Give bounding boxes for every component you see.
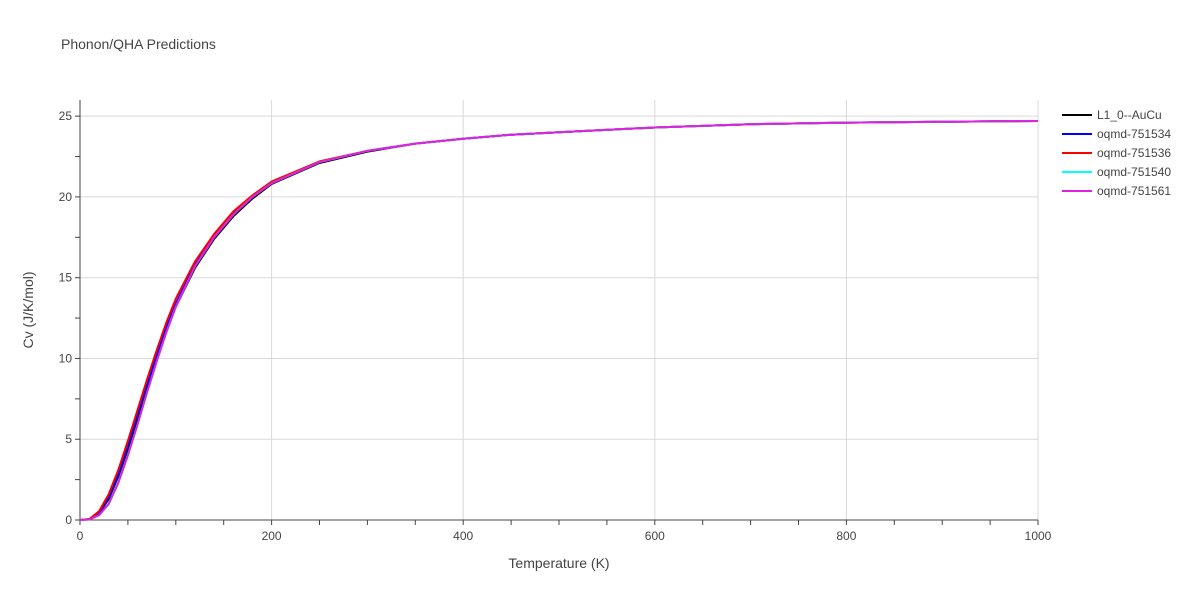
x-tick-label: 0 bbox=[77, 529, 84, 543]
x-tick-label: 1000 bbox=[1025, 529, 1052, 543]
x-axis-title: Temperature (K) bbox=[508, 555, 609, 571]
x-tick-label: 200 bbox=[262, 529, 282, 543]
legend-label: L1_0--AuCu bbox=[1097, 107, 1162, 122]
legend-swatch bbox=[1062, 113, 1092, 116]
x-tick-label: 600 bbox=[645, 529, 665, 543]
x-tick-label: 800 bbox=[836, 529, 856, 543]
series-line-oqmd-751540 bbox=[79, 120, 1039, 521]
series-line-oqmd-751561 bbox=[79, 120, 1039, 521]
y-tick-label: 20 bbox=[59, 190, 73, 204]
legend-label: oqmd-751534 bbox=[1097, 126, 1172, 141]
legend-label: oqmd-751561 bbox=[1097, 183, 1172, 198]
series-group bbox=[79, 120, 1039, 521]
legend-item-oqmd-751536[interactable]: oqmd-751536 bbox=[1062, 143, 1171, 162]
legend-item-oqmd-751561[interactable]: oqmd-751561 bbox=[1062, 181, 1171, 200]
grid bbox=[80, 100, 1039, 520]
legend-label: oqmd-751540 bbox=[1097, 164, 1172, 179]
series-line-l1-0-aucu bbox=[79, 120, 1039, 521]
legend-item-oqmd-751540[interactable]: oqmd-751540 bbox=[1062, 162, 1171, 181]
y-tick-label: 25 bbox=[59, 109, 73, 123]
series-line-oqmd-751534 bbox=[79, 120, 1039, 521]
y-tick-label: 15 bbox=[59, 271, 73, 285]
legend: L1_0--AuCu oqmd-751534 oqmd-751536 oqmd-751… bbox=[1062, 105, 1171, 200]
y-tick-label: 10 bbox=[59, 351, 73, 365]
axes bbox=[75, 100, 1039, 525]
legend-swatch bbox=[1062, 170, 1092, 173]
legend-label: oqmd-751536 bbox=[1097, 145, 1172, 160]
tick-labels: 0 200 400 600 800 1000 0 5 10 15 20 25 bbox=[59, 109, 1052, 543]
legend-swatch bbox=[1062, 151, 1092, 154]
y-tick-label: 0 bbox=[65, 513, 72, 527]
x-tick-label: 400 bbox=[453, 529, 473, 543]
y-axis-title: Cv (J/K/mol) bbox=[20, 272, 36, 349]
y-tick-label: 5 bbox=[65, 432, 72, 446]
series-line-oqmd-751536 bbox=[79, 120, 1039, 521]
chart-title: Phonon/QHA Predictions bbox=[61, 36, 216, 52]
legend-item-oqmd-751534[interactable]: oqmd-751534 bbox=[1062, 124, 1171, 143]
legend-item-l1-0-aucu[interactable]: L1_0--AuCu bbox=[1062, 105, 1171, 124]
legend-swatch bbox=[1062, 189, 1092, 192]
legend-swatch bbox=[1062, 132, 1092, 135]
